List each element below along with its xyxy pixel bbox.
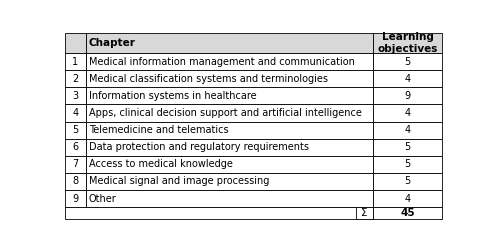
Text: 9: 9 xyxy=(72,194,78,203)
Text: 4: 4 xyxy=(404,74,410,84)
Bar xyxy=(86,173,373,190)
Bar xyxy=(355,207,373,220)
Text: Apps, clinical decision support and artificial intelligence: Apps, clinical decision support and arti… xyxy=(89,108,362,118)
Text: Chapter: Chapter xyxy=(89,38,136,48)
Bar xyxy=(373,156,443,173)
Bar xyxy=(373,87,443,104)
Bar xyxy=(86,190,373,207)
Text: 5: 5 xyxy=(404,159,411,169)
Bar xyxy=(65,122,86,139)
Text: 5: 5 xyxy=(404,176,411,186)
Text: 5: 5 xyxy=(404,57,411,67)
Text: 4: 4 xyxy=(404,125,410,135)
Bar xyxy=(86,33,373,53)
Text: 6: 6 xyxy=(72,142,78,152)
Bar xyxy=(65,53,86,70)
Text: 5: 5 xyxy=(404,142,411,152)
Text: Telemedicine and telematics: Telemedicine and telematics xyxy=(89,125,229,135)
Bar xyxy=(373,70,443,87)
Bar xyxy=(373,53,443,70)
Bar xyxy=(65,207,373,220)
Text: 3: 3 xyxy=(72,91,78,101)
Bar xyxy=(373,33,443,53)
Bar xyxy=(86,70,373,87)
Bar xyxy=(373,207,443,220)
Text: 7: 7 xyxy=(72,159,79,169)
Bar xyxy=(65,139,86,156)
Text: Information systems in healthcare: Information systems in healthcare xyxy=(89,91,256,101)
Text: Medical information management and communication: Medical information management and commu… xyxy=(89,57,355,67)
Text: Medical signal and image processing: Medical signal and image processing xyxy=(89,176,269,186)
Text: Learning
objectives: Learning objectives xyxy=(377,32,438,54)
Text: Medical classification systems and terminologies: Medical classification systems and termi… xyxy=(89,74,328,84)
Bar xyxy=(65,70,86,87)
Text: 4: 4 xyxy=(72,108,78,118)
Text: Σ: Σ xyxy=(361,208,367,218)
Text: 4: 4 xyxy=(404,108,410,118)
Text: 4: 4 xyxy=(404,194,410,203)
Bar xyxy=(86,87,373,104)
Bar xyxy=(86,122,373,139)
Bar xyxy=(86,156,373,173)
Text: Other: Other xyxy=(89,194,117,203)
Bar xyxy=(65,33,86,53)
Text: 45: 45 xyxy=(400,208,415,218)
Bar xyxy=(373,190,443,207)
Text: Access to medical knowledge: Access to medical knowledge xyxy=(89,159,233,169)
Bar xyxy=(65,173,86,190)
Bar xyxy=(373,173,443,190)
Bar xyxy=(65,87,86,104)
Bar xyxy=(65,156,86,173)
Bar xyxy=(86,53,373,70)
Text: 1: 1 xyxy=(72,57,78,67)
Text: 5: 5 xyxy=(72,125,79,135)
Bar xyxy=(86,139,373,156)
Bar xyxy=(373,139,443,156)
Text: 2: 2 xyxy=(72,74,79,84)
Bar xyxy=(65,104,86,122)
Bar xyxy=(65,190,86,207)
Text: Data protection and regulatory requirements: Data protection and regulatory requireme… xyxy=(89,142,309,152)
Text: 9: 9 xyxy=(404,91,410,101)
Bar xyxy=(373,104,443,122)
Bar xyxy=(86,104,373,122)
Text: 8: 8 xyxy=(72,176,78,186)
Bar xyxy=(373,122,443,139)
